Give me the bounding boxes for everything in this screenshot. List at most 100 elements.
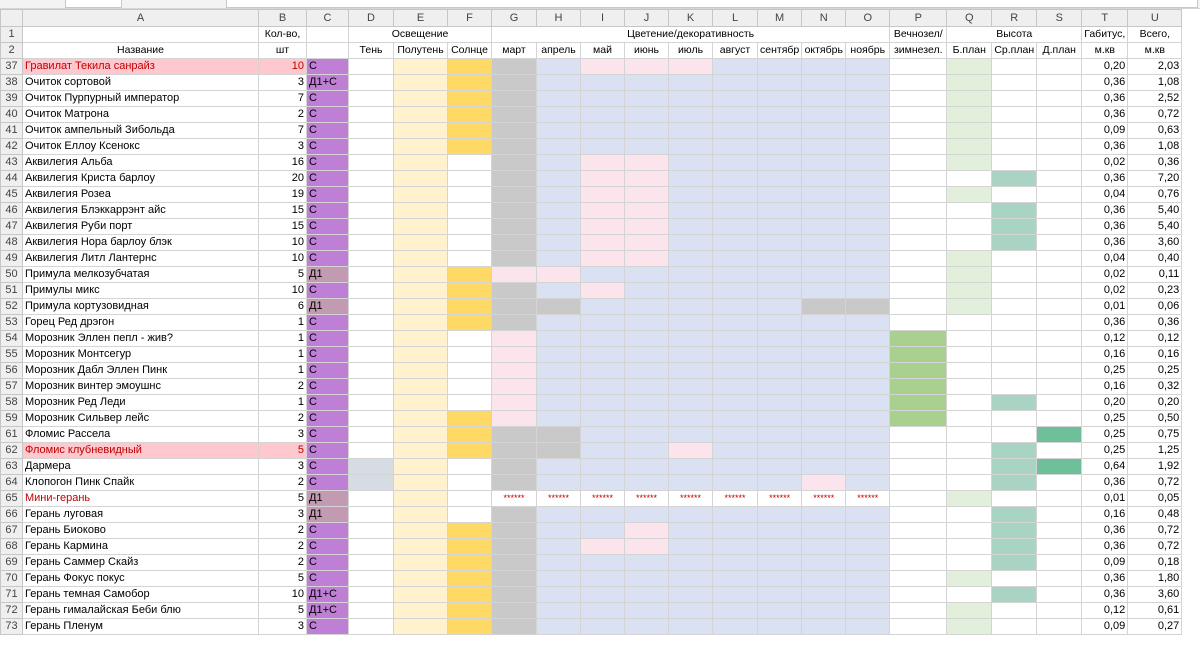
habit-cell[interactable]: 0,02 xyxy=(1081,282,1129,299)
height-back-cell[interactable] xyxy=(1036,266,1083,283)
total-cell[interactable]: 0,32 xyxy=(1127,378,1183,395)
month-cell[interactable] xyxy=(580,154,625,171)
height-mid-cell[interactable] xyxy=(991,458,1038,475)
month-cell[interactable] xyxy=(580,314,625,331)
evergreen-header[interactable]: Вечнозел/ xyxy=(889,26,948,43)
month-cell[interactable] xyxy=(756,218,803,235)
month-cell[interactable] xyxy=(845,218,891,235)
month-cell[interactable] xyxy=(536,554,581,571)
month-cell[interactable] xyxy=(624,554,669,571)
month-cell[interactable] xyxy=(624,538,669,555)
plant-name-cell[interactable]: Герань Саммер Скайз xyxy=(22,554,259,571)
month-cell[interactable] xyxy=(491,330,537,347)
total-cell[interactable]: 0,76 xyxy=(1127,186,1183,203)
month-cell[interactable] xyxy=(712,314,758,331)
qty-cell[interactable]: 3 xyxy=(258,506,307,523)
type-cell[interactable]: С xyxy=(306,90,349,107)
sun-cell[interactable] xyxy=(447,378,492,395)
total-cell[interactable]: 0,27 xyxy=(1127,618,1183,635)
height-mid-cell[interactable] xyxy=(991,346,1038,363)
month-cell[interactable] xyxy=(624,362,669,379)
habit-cell[interactable]: 0,20 xyxy=(1081,58,1129,75)
shade-header[interactable]: Тень xyxy=(348,42,394,59)
month-cell[interactable] xyxy=(624,138,669,155)
month-cell[interactable] xyxy=(756,570,803,587)
height-back-cell[interactable] xyxy=(1036,218,1083,235)
month-cell[interactable] xyxy=(580,602,625,619)
habit-cell[interactable]: 0,36 xyxy=(1081,474,1129,491)
month-cell[interactable] xyxy=(845,538,891,555)
month-cell[interactable] xyxy=(624,458,669,475)
month-cell[interactable]: ****** xyxy=(491,490,537,507)
month-cell[interactable] xyxy=(624,186,669,203)
month-cell[interactable] xyxy=(845,554,891,571)
height-mid-cell[interactable] xyxy=(991,122,1038,139)
height-mid-cell[interactable] xyxy=(991,362,1038,379)
type-cell[interactable]: С xyxy=(306,154,349,171)
shade-cell[interactable] xyxy=(348,490,394,507)
type-cell[interactable]: С xyxy=(306,282,349,299)
total-cell[interactable]: 0,36 xyxy=(1127,154,1183,171)
total-cell[interactable]: 7,20 xyxy=(1127,170,1183,187)
month-cell[interactable] xyxy=(668,346,713,363)
month-cell[interactable] xyxy=(845,106,891,123)
shade-cell[interactable] xyxy=(348,426,394,443)
month-cell[interactable] xyxy=(712,538,758,555)
partial-shade-cell[interactable] xyxy=(393,186,448,203)
month-cell[interactable] xyxy=(845,90,891,107)
height-back-cell[interactable] xyxy=(1036,554,1083,571)
height-front-cell[interactable] xyxy=(946,554,993,571)
month-cell[interactable] xyxy=(491,378,537,395)
month-cell[interactable] xyxy=(580,282,625,299)
sun-cell[interactable] xyxy=(447,250,492,267)
evergreen-cell[interactable] xyxy=(889,426,948,443)
shade-cell[interactable] xyxy=(348,282,394,299)
height-mid-cell[interactable] xyxy=(991,298,1038,315)
month-cell[interactable] xyxy=(536,426,581,443)
height-mid-cell[interactable] xyxy=(991,442,1038,459)
month-cell[interactable] xyxy=(712,74,758,91)
month-cell[interactable] xyxy=(491,394,537,411)
sun-cell[interactable] xyxy=(447,170,492,187)
height-front-cell[interactable] xyxy=(946,362,993,379)
height-back-cell[interactable] xyxy=(1036,154,1083,171)
month-cell[interactable] xyxy=(801,554,847,571)
month-cell[interactable] xyxy=(845,410,891,427)
month-cell[interactable] xyxy=(536,586,581,603)
month-cell[interactable] xyxy=(491,554,537,571)
month-cell[interactable] xyxy=(845,138,891,155)
height-front-cell[interactable] xyxy=(946,394,993,411)
plant-name-cell[interactable]: Дармера xyxy=(22,458,259,475)
habit-cell[interactable]: 0,01 xyxy=(1081,298,1129,315)
height-back-cell[interactable] xyxy=(1036,298,1083,315)
height-back-cell[interactable] xyxy=(1036,538,1083,555)
habit-cell[interactable]: 0,12 xyxy=(1081,330,1129,347)
month-cell[interactable] xyxy=(845,570,891,587)
month-cell[interactable] xyxy=(624,618,669,635)
partial-shade-cell[interactable] xyxy=(393,506,448,523)
month-cell[interactable] xyxy=(624,570,669,587)
month-cell[interactable] xyxy=(668,554,713,571)
month-cell[interactable] xyxy=(801,362,847,379)
month-cell[interactable] xyxy=(712,378,758,395)
month-cell[interactable] xyxy=(712,234,758,251)
month-cell[interactable] xyxy=(668,58,713,75)
month-cell[interactable] xyxy=(756,618,803,635)
month-cell[interactable] xyxy=(624,218,669,235)
month-cell[interactable] xyxy=(491,106,537,123)
month-cell[interactable] xyxy=(491,442,537,459)
partial-shade-cell[interactable] xyxy=(393,362,448,379)
height-mid-cell[interactable] xyxy=(991,90,1038,107)
month-cell[interactable] xyxy=(536,234,581,251)
height-mid-cell[interactable] xyxy=(991,506,1038,523)
month-cell[interactable] xyxy=(580,138,625,155)
month-cell[interactable] xyxy=(624,410,669,427)
month-cell[interactable] xyxy=(536,154,581,171)
month-cell[interactable] xyxy=(580,538,625,555)
month-cell[interactable] xyxy=(668,522,713,539)
habit-cell[interactable]: 0,20 xyxy=(1081,394,1129,411)
shade-cell[interactable] xyxy=(348,538,394,555)
height-back-cell[interactable] xyxy=(1036,506,1083,523)
height-back-cell[interactable] xyxy=(1036,410,1083,427)
height-back-cell[interactable] xyxy=(1036,522,1083,539)
